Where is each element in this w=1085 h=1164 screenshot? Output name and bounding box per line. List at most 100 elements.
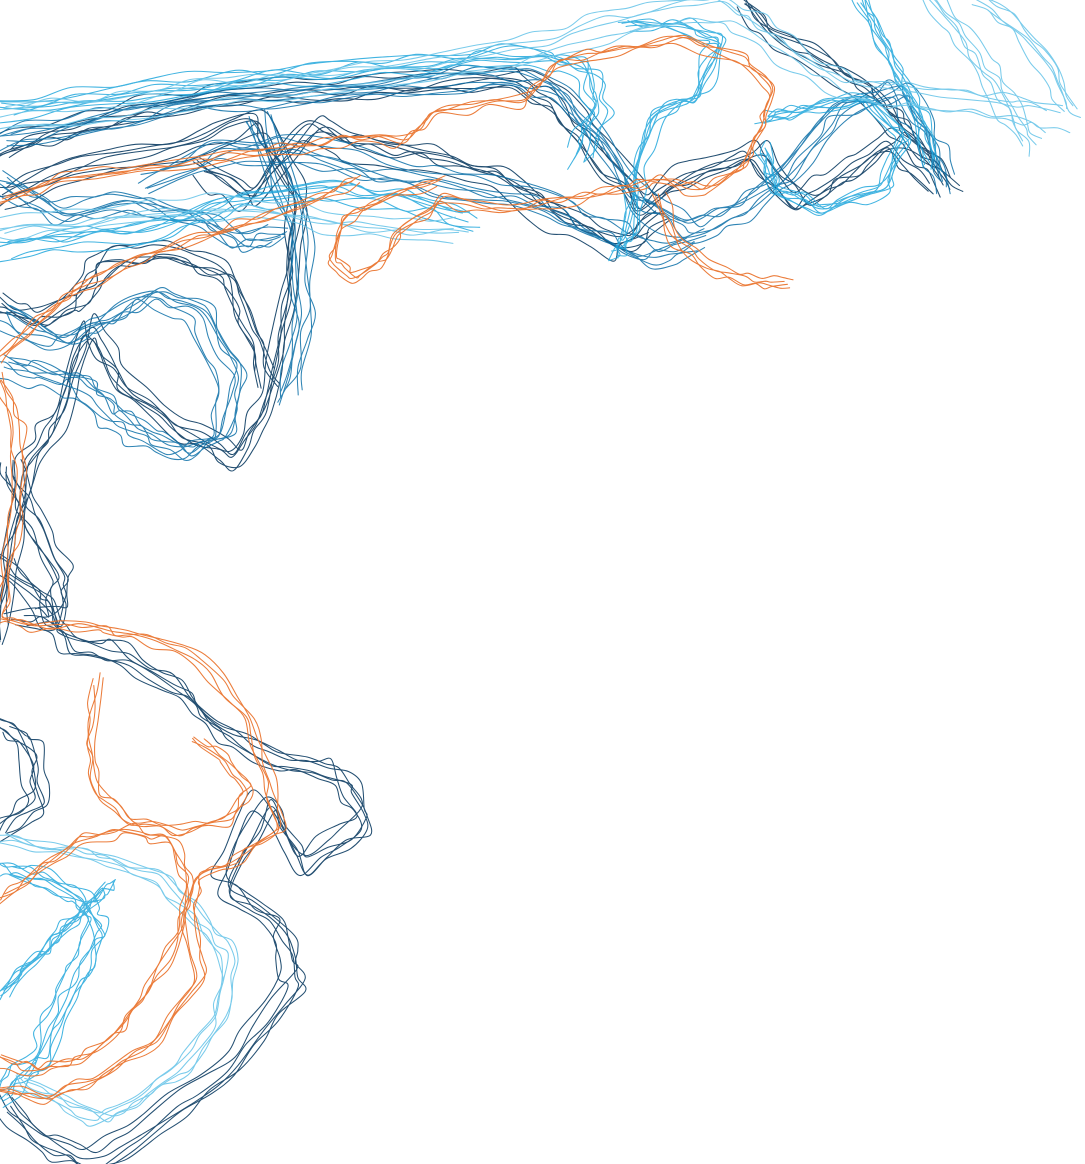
cyan-trajectory-line: [751, 99, 897, 216]
sky-trajectory-line: [987, 9, 1081, 119]
cyan-trajectory-line: [6, 864, 110, 1096]
orange-trajectory-line: [87, 672, 252, 826]
navy-trajectory-line: [0, 257, 279, 388]
sky-trajectory-line: [975, 0, 1068, 110]
cyan-trajectory-line: [13, 59, 615, 159]
orange-trajectory-line: [0, 181, 353, 357]
sky-trajectory-line: [989, 0, 1074, 107]
cyan-trajectory-line: [0, 873, 96, 1100]
cyan-trajectory-line: [764, 98, 912, 210]
navy-trajectory-line: [745, 0, 943, 172]
navy-trajectory-line: [0, 731, 45, 843]
orange-trajectory-line: [86, 684, 248, 837]
orange-trajectory-line: [0, 379, 278, 1100]
cyan-trajectory-line: [608, 24, 719, 262]
sky-trajectory-line: [5, 833, 239, 1117]
cyan-trajectory-line: [2, 872, 106, 1102]
sky-trajectory-line: [0, 208, 454, 233]
navy-trajectory-line: [199, 115, 665, 237]
navy-trajectory-line: [5, 109, 308, 626]
orange-trajectory-line: [657, 193, 788, 290]
blue-trajectory-line: [7, 287, 242, 448]
cyan-line-bundle: [0, 0, 942, 1108]
blue-trajectory-line: [159, 136, 707, 253]
blue-trajectory-line: [10, 66, 956, 228]
blue-trajectory-line: [146, 158, 698, 266]
navy-trajectory-line: [0, 86, 929, 212]
navy-trajectory-line: [0, 122, 297, 627]
blue-trajectory-line: [0, 64, 940, 221]
orange-trajectory-line: [651, 193, 785, 283]
blue-trajectory-line: [270, 114, 316, 391]
sky-trajectory-line: [0, 204, 460, 234]
sky-trajectory-line: [988, 0, 1078, 110]
sky-trajectory-line: [935, 0, 1037, 146]
cyan-trajectory-line: [0, 887, 115, 1001]
blue-trajectory-line: [0, 296, 220, 456]
orange-trajectory-line: [86, 678, 244, 837]
orange-trajectory-line: [94, 677, 254, 831]
navy-trajectory-line: [0, 553, 364, 1154]
navy-trajectory-line: [6, 572, 373, 1164]
navy-trajectory-line: [743, 0, 947, 179]
blue-trajectory-line: [144, 147, 695, 258]
blue-trajectory-line: [6, 291, 240, 457]
sky-trajectory-line: [0, 192, 456, 222]
cyan-trajectory-line: [0, 881, 106, 993]
navy-trajectory-line: [4, 573, 369, 1164]
navy-trajectory-line: [0, 574, 363, 1164]
sky-trajectory-line: [0, 215, 454, 244]
orange-trajectory-line: [0, 396, 280, 1105]
navy-trajectory-line: [12, 459, 67, 618]
navy-trajectory-line: [0, 118, 296, 643]
sky-trajectory-line: [9, 835, 236, 1123]
cyan-trajectory-line: [868, 0, 942, 171]
cyan-trajectory-line: [861, 0, 931, 164]
orange-trajectory-line: [0, 371, 282, 1097]
orange-trajectory-line: [0, 828, 190, 1070]
sky-trajectory-line: [928, 0, 1031, 157]
sky-trajectory-line: [0, 842, 224, 1127]
navy-trajectory-line: [1, 132, 308, 645]
navy-trajectory-line: [0, 727, 30, 819]
navy-trajectory-line: [11, 558, 368, 1160]
sky-line-bundle: [0, 0, 1081, 1127]
blue-trajectory-line: [266, 110, 316, 396]
navy-trajectory-line: [6, 725, 51, 834]
cyan-trajectory-line: [0, 43, 596, 148]
navy-trajectory-line: [10, 69, 951, 197]
orange-line-bundle: [0, 34, 794, 1105]
navy-trajectory-line: [192, 140, 649, 262]
sky-trajectory-line: [0, 17, 1046, 134]
cyan-trajectory-line: [3, 54, 609, 163]
navy-trajectory-line: [0, 718, 37, 825]
cyan-trajectory-line: [610, 20, 719, 252]
sky-trajectory-line: [0, 0, 1061, 118]
orange-trajectory-line: [665, 191, 794, 281]
cyan-trajectory-line: [0, 891, 101, 992]
navy-trajectory-line: [0, 255, 262, 389]
navy-trajectory-line: [0, 718, 45, 834]
blue-trajectory-line: [3, 298, 236, 462]
cyan-trajectory-line: [11, 196, 481, 260]
orange-trajectory-line: [0, 379, 287, 1100]
blue-trajectory-line: [264, 108, 311, 389]
navy-trajectory-line: [0, 120, 296, 641]
sky-trajectory-line: [934, 0, 1024, 142]
navy-trajectory-line: [0, 112, 290, 561]
sky-trajectory-line: [922, 0, 1024, 147]
orange-trajectory-line: [0, 832, 189, 1077]
navy-trajectory-line: [0, 244, 257, 372]
cyan-trajectory-line: [0, 64, 596, 170]
blue-trajectory-line: [148, 160, 706, 270]
sky-trajectory-line: [5, 0, 1064, 108]
sky-trajectory-line: [946, 0, 1043, 139]
blue-trajectory-line: [0, 180, 269, 235]
cyan-trajectory-line: [7, 181, 471, 243]
blue-trajectory-line: [137, 147, 695, 261]
sky-trajectory-line: [0, 0, 1047, 112]
cyan-trajectory-line: [865, 0, 937, 159]
cyan-trajectory-line: [1, 50, 597, 155]
